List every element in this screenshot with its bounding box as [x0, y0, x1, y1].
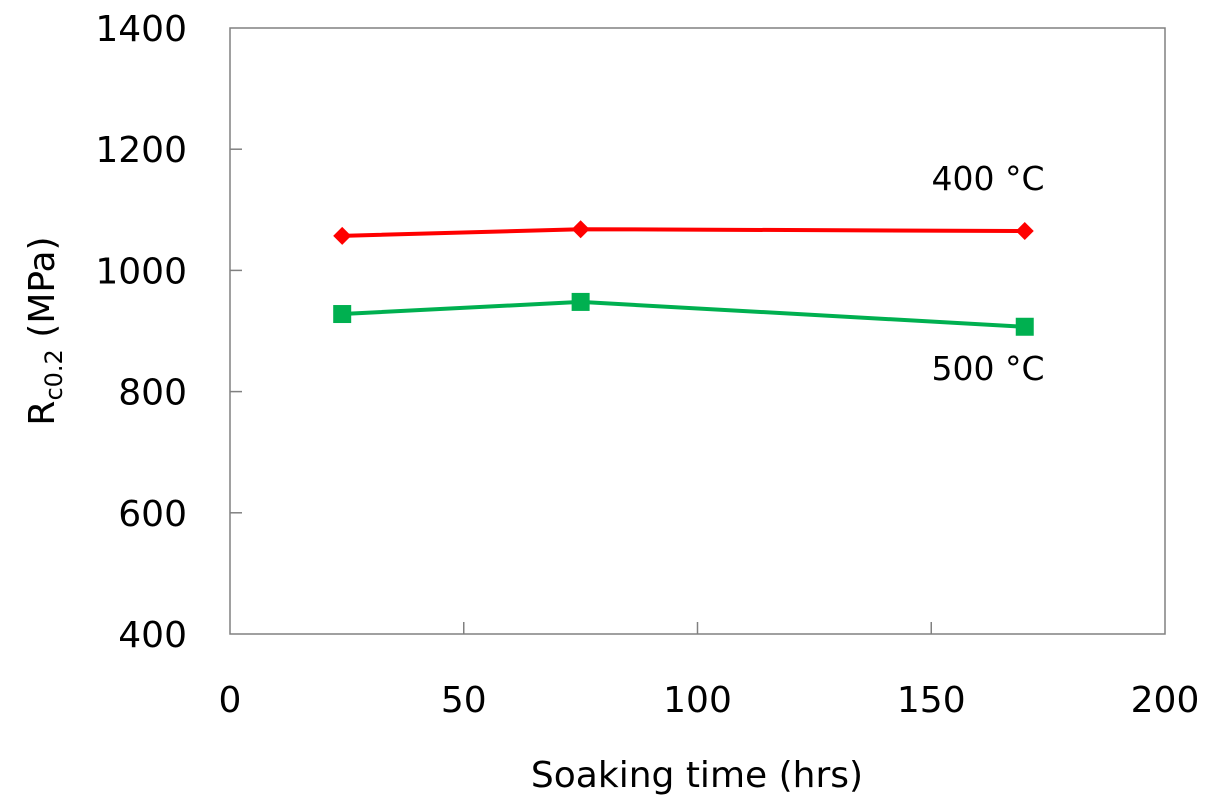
x-axis-ticks: 0 50 100 150 200 — [219, 622, 1200, 721]
series-layer — [333, 220, 1034, 336]
y-axis-title: Rc0.2 (MPa) — [22, 236, 68, 425]
data-point-square — [333, 305, 352, 324]
x-tick-label: 150 — [897, 680, 966, 721]
x-tick-label: 100 — [663, 680, 732, 721]
y-axis-title-subscript: c0.2 — [40, 349, 68, 400]
y-tick-label: 1400 — [95, 9, 187, 50]
y-tick-label: 400 — [118, 615, 187, 656]
y-axis-title-main: R — [22, 401, 63, 426]
y-tick-label: 600 — [118, 494, 187, 535]
series-label-500c: 500 °C — [931, 349, 1044, 388]
data-point-square — [571, 292, 590, 311]
y-axis-ticks: 400 600 800 1000 1200 1400 — [95, 9, 242, 656]
y-tick-label: 1000 — [95, 251, 187, 292]
series-line-1 — [342, 299, 1025, 329]
x-tick-label: 200 — [1131, 680, 1200, 721]
x-tick-label: 0 — [219, 680, 242, 721]
y-tick-label: 800 — [118, 373, 187, 414]
data-point-diamond — [1015, 222, 1034, 241]
x-axis-title: Soaking time (hrs) — [531, 755, 863, 796]
data-point-diamond — [333, 226, 352, 245]
x-tick-label: 50 — [441, 680, 487, 721]
y-axis-title-unit: (MPa) — [22, 236, 63, 349]
series-label-400c: 400 °C — [931, 159, 1044, 198]
y-tick-label: 1200 — [95, 130, 187, 171]
series-line-0 — [342, 227, 1025, 238]
data-point-diamond — [571, 220, 590, 239]
data-point-square — [1015, 317, 1034, 336]
